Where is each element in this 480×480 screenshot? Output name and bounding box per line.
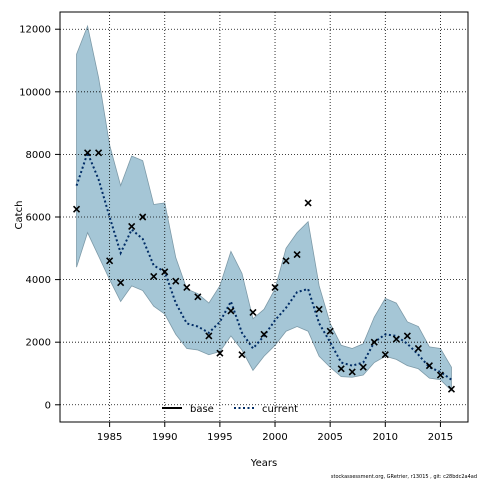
- observed-point-1996: [227, 307, 235, 315]
- observed-point-1984: [95, 149, 103, 157]
- observed-markers-layer: [72, 149, 456, 393]
- grid-layer: [60, 12, 468, 422]
- observed-point-2006: [337, 365, 345, 373]
- observed-point-2013: [414, 344, 422, 353]
- observed-point-2000: [271, 283, 279, 291]
- y-tick-label-6000: 6000: [26, 213, 51, 224]
- observed-point-2010: [381, 351, 389, 359]
- observed-point-2012: [403, 332, 411, 340]
- legend-base-label: base: [190, 404, 214, 415]
- observed-point-2008: [359, 363, 367, 371]
- observed-point-1998: [249, 308, 257, 317]
- x-tick-label-1995: 1995: [207, 432, 232, 443]
- observed-point-2003: [304, 199, 312, 207]
- observed-point-1986: [117, 279, 125, 287]
- observed-point-2002: [293, 250, 301, 259]
- observed-point-2009: [370, 338, 378, 346]
- observed-point-2004: [315, 305, 323, 313]
- observed-point-1985: [106, 257, 114, 265]
- y-tick-label-0: 0: [45, 400, 51, 411]
- observed-point-2015: [436, 371, 444, 379]
- x-tick-label-2010: 2010: [373, 432, 398, 443]
- confidence-band-layer: [76, 24, 452, 392]
- observed-point-2007: [348, 368, 356, 376]
- observed-point-1988: [139, 213, 147, 221]
- y-tick-label-8000: 8000: [26, 150, 51, 161]
- observed-point-1994: [205, 332, 213, 340]
- observed-point-1991: [172, 277, 180, 285]
- series-current-line: [75, 149, 453, 381]
- observed-point-2001: [282, 257, 290, 265]
- observed-point-1999: [260, 330, 268, 338]
- y-axis-title: Catch: [14, 201, 25, 230]
- observed-point-2014: [425, 362, 433, 370]
- observed-point-1989: [150, 272, 158, 281]
- axes-layer: 1985 1990 1995 2000 2005 2010 2015 0 2000 4000 600…: [19, 11, 469, 443]
- observed-point-1997: [238, 351, 246, 359]
- observed-point-1992: [183, 283, 191, 291]
- observed-point-2011: [392, 335, 400, 343]
- y-tick-label-4000: 4000: [26, 275, 51, 286]
- observed-point-1983: [84, 149, 92, 157]
- x-tick-label-2005: 2005: [317, 432, 342, 443]
- x-tick-label-1985: 1985: [97, 432, 122, 443]
- x-tick-label-1990: 1990: [152, 432, 177, 443]
- observed-point-2005: [326, 327, 334, 335]
- confidence-band: [76, 24, 452, 392]
- observed-point-1993: [194, 293, 202, 301]
- observed-point-1987: [128, 222, 136, 230]
- x-axis-title: Years: [250, 458, 277, 469]
- x-tick-label-2000: 2000: [262, 432, 287, 443]
- legend-current-label: current: [262, 404, 298, 415]
- y-tick-label-12000: 12000: [19, 25, 51, 36]
- observed-point-2016: [447, 385, 456, 393]
- legend: base current: [162, 404, 298, 415]
- x-tick-label-2015: 2015: [428, 432, 453, 443]
- y-tick-label-2000: 2000: [26, 338, 51, 349]
- credit-text: stockassessment.org, GRetrier, r13015 , …: [331, 474, 477, 480]
- observed-point-1995: [216, 349, 224, 357]
- observed-point-1990: [161, 268, 169, 276]
- observed-point-1982: [72, 205, 81, 213]
- current-line-layer: [75, 149, 453, 381]
- y-tick-label-10000: 10000: [19, 87, 51, 98]
